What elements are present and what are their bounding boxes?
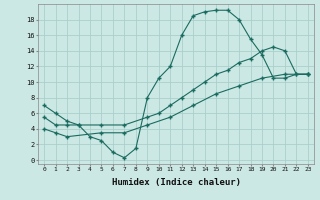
X-axis label: Humidex (Indice chaleur): Humidex (Indice chaleur) [111,178,241,187]
